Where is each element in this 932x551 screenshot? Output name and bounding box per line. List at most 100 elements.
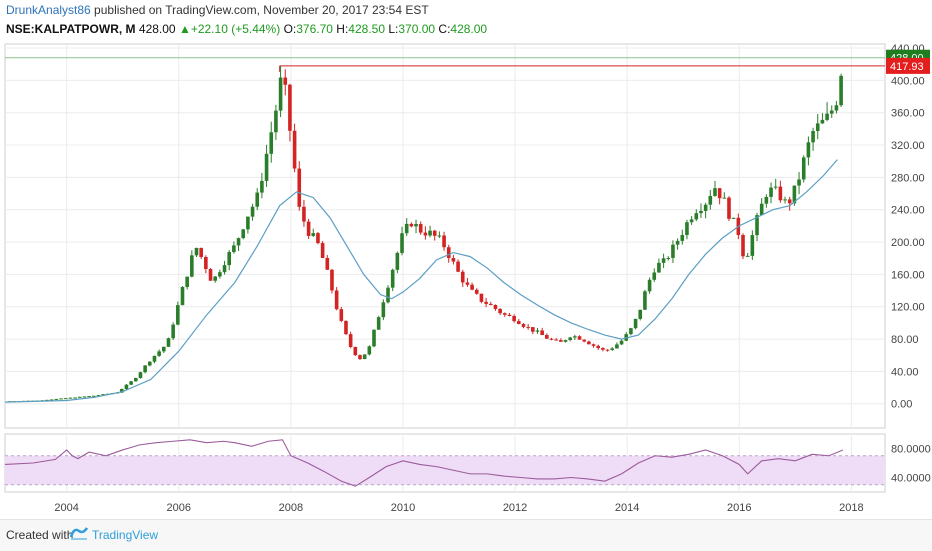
candle-body bbox=[409, 223, 414, 227]
candle-body bbox=[49, 399, 54, 401]
candle-body bbox=[675, 240, 680, 245]
candle-body bbox=[619, 340, 624, 345]
candle-body bbox=[797, 179, 801, 186]
candle-body bbox=[699, 210, 703, 214]
candle-body bbox=[643, 291, 647, 310]
candle-body bbox=[666, 257, 671, 259]
candle-body bbox=[404, 223, 409, 234]
candle-body bbox=[395, 252, 400, 270]
candle-body bbox=[63, 398, 68, 400]
candle-body bbox=[133, 378, 138, 382]
y-tick-label: 360.00 bbox=[891, 108, 925, 120]
candle-body bbox=[157, 351, 161, 356]
candle-body bbox=[601, 348, 605, 350]
candle-body bbox=[334, 290, 339, 310]
candle-body bbox=[241, 229, 246, 239]
low-label: L: bbox=[388, 22, 399, 36]
candle-body bbox=[708, 195, 713, 205]
published-text: published on TradingView.com, November 2… bbox=[90, 3, 429, 17]
high-value: 428.50 bbox=[348, 22, 385, 36]
candle-body bbox=[302, 206, 306, 222]
candle-body bbox=[428, 230, 432, 236]
tradingview-logo-icon bbox=[70, 527, 88, 540]
candle-body bbox=[311, 233, 316, 236]
candle-body bbox=[288, 84, 292, 131]
candle-body bbox=[717, 188, 722, 199]
candle-body bbox=[615, 344, 619, 349]
y-tick-label: 160.00 bbox=[891, 269, 925, 281]
candle-body bbox=[694, 213, 699, 220]
candle-body bbox=[465, 282, 470, 285]
candle-body bbox=[825, 113, 829, 120]
candle-body bbox=[194, 247, 199, 256]
candle-body bbox=[232, 245, 236, 253]
candle-body bbox=[741, 234, 745, 257]
high-label: H: bbox=[336, 22, 349, 36]
candle-body bbox=[605, 349, 610, 351]
chart-area[interactable]: 2004 2006 2008 2010 2012 2014 2016 2018 0.00 40.0… bbox=[0, 0, 932, 519]
candle-body bbox=[759, 203, 764, 216]
x-tick-label: 2016 bbox=[727, 502, 751, 514]
footer: Created with TradingView bbox=[0, 519, 932, 551]
candle-body bbox=[147, 361, 152, 366]
candle-body bbox=[432, 230, 437, 236]
candle-body bbox=[269, 132, 274, 154]
candle-body bbox=[778, 186, 783, 201]
close-label: C: bbox=[438, 22, 451, 36]
candle-body bbox=[306, 221, 311, 236]
candle-body bbox=[652, 272, 657, 280]
candle-body bbox=[545, 335, 549, 339]
y-tick-label: 120.00 bbox=[891, 302, 925, 314]
candle-body bbox=[45, 399, 49, 401]
up-arrow-icon: ▲ bbox=[178, 22, 191, 36]
candle-body bbox=[250, 206, 255, 217]
candle-body bbox=[353, 346, 358, 356]
candle-body bbox=[208, 268, 213, 281]
candle-body bbox=[512, 316, 516, 322]
candle-body bbox=[591, 344, 596, 346]
published-info: DrunkAnalyst86 published on TradingView.… bbox=[6, 3, 429, 17]
candle-body bbox=[418, 223, 423, 233]
candle-body bbox=[531, 327, 535, 332]
candle-body bbox=[143, 365, 147, 373]
tradingview-brand[interactable]: TradingView bbox=[92, 528, 159, 542]
candle-body bbox=[792, 185, 797, 204]
x-tick-label: 2008 bbox=[279, 502, 303, 514]
candle-body bbox=[264, 153, 269, 181]
candle-body bbox=[839, 75, 843, 106]
candle-body bbox=[386, 287, 390, 303]
candle-body bbox=[470, 284, 474, 290]
author-link[interactable]: DrunkAnalyst86 bbox=[6, 3, 91, 17]
candle-body bbox=[577, 336, 582, 340]
candle-body bbox=[77, 396, 82, 398]
candle-body bbox=[610, 348, 615, 350]
candle-body bbox=[479, 293, 484, 302]
candle-body bbox=[152, 355, 157, 362]
candle-body bbox=[367, 346, 372, 355]
candle-body bbox=[101, 394, 105, 396]
candle-body bbox=[236, 238, 241, 246]
candle-body bbox=[138, 372, 143, 379]
candle-body bbox=[815, 123, 820, 132]
candle-body bbox=[745, 255, 750, 257]
y-tick-label: 200.00 bbox=[891, 237, 925, 249]
candle-body bbox=[451, 258, 456, 262]
candle-body bbox=[330, 269, 334, 291]
candle-body bbox=[437, 235, 442, 237]
candle-body bbox=[316, 233, 320, 244]
rsi-tick-label: 80.0000 bbox=[891, 444, 931, 456]
candle-body bbox=[376, 317, 381, 330]
y-tick-label: 40.00 bbox=[891, 366, 919, 378]
candle-body bbox=[162, 346, 166, 352]
candle-body bbox=[769, 187, 773, 197]
candle-body bbox=[255, 192, 260, 207]
x-tick-label: 2018 bbox=[839, 502, 863, 514]
candle-body bbox=[414, 223, 418, 227]
y-tick-label: 240.00 bbox=[891, 205, 925, 217]
candle-body bbox=[657, 262, 661, 273]
candle-body bbox=[423, 232, 428, 236]
candle-body bbox=[647, 279, 652, 292]
candle-body bbox=[171, 324, 175, 339]
candle-body bbox=[358, 355, 362, 360]
candle-body bbox=[54, 398, 59, 400]
